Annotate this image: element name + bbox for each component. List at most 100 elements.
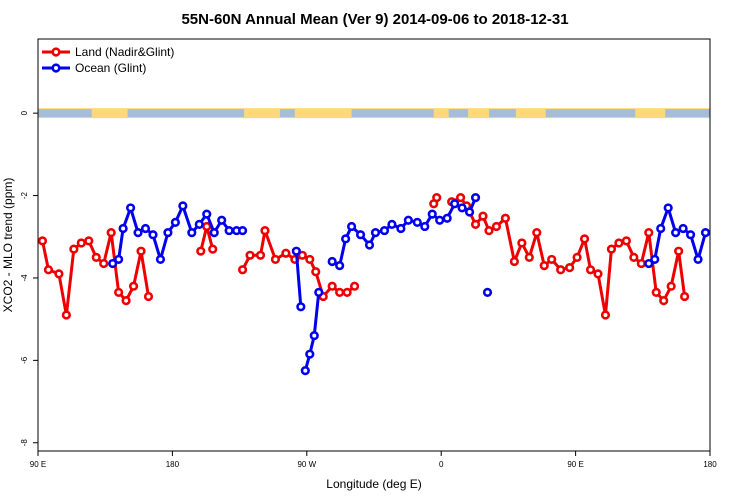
series-0-point-0-1: [43, 265, 54, 275]
y-tick-label-4: -8: [20, 439, 29, 447]
series-0-point-4-1: [456, 193, 466, 203]
series-1-point-3-2: [341, 234, 351, 244]
series-1-point-0-18: [237, 225, 248, 236]
band-ocean-3: [351, 109, 434, 118]
series-0-point-4-24: [629, 252, 639, 262]
series-0-point-2-5: [281, 248, 291, 258]
series-1-point-5-2: [656, 223, 666, 234]
y-tick-label-1: -2: [20, 191, 29, 199]
series-1-point-0-0: [108, 258, 118, 269]
series-0-point-0-9: [106, 228, 116, 238]
series-1-point-3-6: [370, 228, 381, 238]
series-0-point-0-8: [99, 258, 109, 269]
series-0-point-0-4: [69, 244, 79, 254]
series-0-point-0-11: [121, 296, 131, 306]
x-axis: 90 E 180 90 W 0 90 E 180: [30, 451, 717, 469]
chart-title: 55N-60N Annual Mean (Ver 9) 2014-09-06 t…: [181, 11, 568, 28]
legend-marker-1: [51, 63, 61, 73]
series-0-point-4-14: [556, 265, 566, 275]
series-0-point-4-5: [484, 225, 494, 236]
series-1-point-0-14: [209, 228, 219, 238]
series-0-point-4-17: [579, 234, 590, 244]
series-1-point-2-3: [314, 287, 324, 297]
series-0-point-2-11: [327, 281, 337, 291]
series-1-point-0-2: [118, 223, 128, 234]
series-1-point-0-11: [187, 228, 197, 238]
series-0: [38, 193, 690, 320]
series-0-point-4-31: [680, 291, 690, 302]
series-1-point-0-10: [178, 201, 188, 211]
band-ocean-5: [488, 109, 516, 118]
series-0-point-0-6: [84, 236, 94, 246]
y-axis: 0 -2 -4 -6 -8: [20, 110, 38, 446]
series-0-point-4-15: [565, 263, 575, 273]
x-tick-label-2: 90 W: [297, 460, 316, 469]
series-0-point-4-22: [614, 238, 624, 248]
series-1-line-0: [111, 204, 243, 265]
series-layer: [38, 193, 710, 376]
series-0-point-1-1: [202, 221, 212, 232]
series-0-point-3-1: [432, 193, 442, 203]
series-1-line-1: [294, 251, 303, 307]
series-0-point-4-20: [600, 310, 611, 320]
series-0-point-4-26: [644, 228, 654, 238]
series-0-point-1-2: [208, 244, 218, 254]
series-0-point-4-8: [509, 256, 519, 267]
series-0-point-4-3: [470, 219, 481, 229]
series-1-point-3-10: [403, 215, 413, 225]
series-1-point-0-6: [148, 230, 158, 240]
series-1-point-0-9: [170, 217, 180, 227]
series-1-point-5-3: [663, 203, 673, 213]
series-1-point-0-12: [194, 219, 204, 229]
series-1-point-0-7: [155, 254, 166, 265]
series-1-point-0-5: [140, 223, 151, 234]
series-1-point-3-9: [396, 223, 406, 234]
series-0-point-2-4: [270, 254, 281, 265]
series-0-point-2-3: [260, 225, 270, 236]
series-0-point-0-10: [114, 287, 124, 297]
series-1-point-5-4: [671, 228, 681, 238]
series-0-point-4-23: [621, 236, 631, 246]
series-0-point-4-9: [517, 238, 527, 248]
y-tick-label-0: 0: [20, 110, 29, 115]
legend-label-1: Ocean (Glint): [75, 61, 146, 75]
series-0-point-2-7: [297, 250, 307, 260]
series-0-point-2-0: [237, 265, 248, 275]
series-1-point-1-0: [291, 246, 301, 256]
series-0-point-0-3: [61, 310, 71, 320]
series-0-point-4-28: [659, 296, 669, 306]
series-1-point-3-12: [420, 221, 430, 232]
series-0-point-4-13: [547, 254, 557, 265]
band-ocean-1: [127, 109, 245, 118]
series-0-point-4-6: [491, 221, 502, 232]
series-1-point-0-16: [224, 225, 234, 236]
series-1: [108, 193, 710, 376]
series-0-point-4-12: [539, 261, 549, 271]
series-1-point-3-15: [442, 213, 452, 223]
series-0-point-0-7: [91, 252, 101, 262]
series-0-point-2-14: [349, 281, 360, 291]
series-0-point-2-2: [255, 250, 266, 260]
band-ocean-4: [448, 109, 469, 118]
series-1-point-2-1: [305, 349, 315, 359]
series-0-point-0-2: [54, 269, 64, 279]
series-0-point-0-12: [128, 281, 139, 291]
x-tick-label-0: 90 E: [30, 460, 46, 469]
x-tick-label-3: 0: [439, 460, 444, 469]
series-1-point-2-0: [300, 366, 310, 376]
series-1-point-3-3: [347, 221, 357, 232]
legend: Land (Nadir&Glint) Ocean (Glint): [42, 45, 174, 75]
legend-label-0: Land (Nadir&Glint): [75, 45, 174, 59]
series-0-point-4-16: [572, 252, 582, 262]
band-ocean-7: [665, 109, 710, 118]
series-1-point-3-7: [379, 225, 390, 236]
x-axis-label: Longitude (deg E): [326, 477, 421, 491]
series-1-point-5-0: [644, 258, 654, 269]
x-tick-label-5: 180: [703, 460, 717, 469]
series-0-point-4-27: [651, 287, 661, 297]
series-1-point-3-5: [364, 240, 375, 250]
series-0-point-2-8: [305, 254, 315, 265]
band-ocean-2: [279, 109, 295, 118]
series-1-point-4-0: [482, 287, 493, 297]
